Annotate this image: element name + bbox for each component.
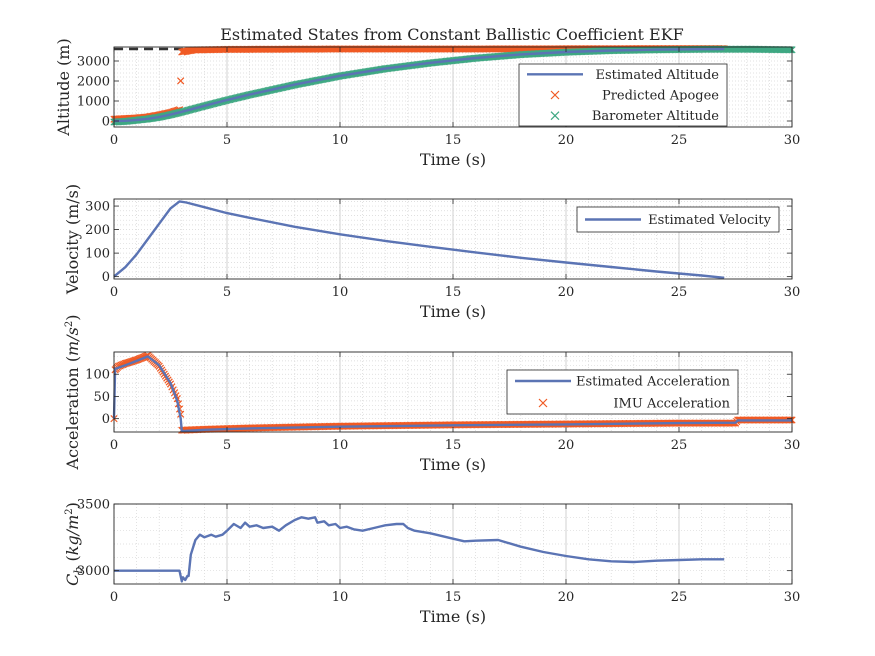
y-tick-label: 0 [102,270,110,285]
x-tick-label: 25 [671,438,688,453]
x-tick-label: 15 [445,133,462,148]
y-axis-label: Acceleration (m/s2) [63,315,82,471]
series-line [112,355,792,433]
series-ballistic-coefficient [114,516,725,583]
x-tick-label: 10 [332,590,349,605]
x-tick-label: 15 [445,438,462,453]
y-tick-label: 100 [85,247,110,262]
y-axis-label: Altitude (m) [54,38,73,136]
y-axis-label-subscript: b [72,567,85,574]
legend: Estimated Altitude Predicted Apogee Barome… [518,63,728,127]
series-line [113,47,725,123]
x-tick-label: 20 [558,133,575,148]
legend-entry: Barometer Altitude [592,109,719,124]
x-tick-label: 5 [223,285,231,300]
x-tick-label: 25 [671,590,688,605]
legend-swatch-marker [550,111,560,121]
x-axis-label: Time (s) [420,607,486,626]
legend-entry: Predicted Apogee [602,89,719,104]
legend-swatch-marker [550,90,560,100]
x-tick-label: 0 [110,133,118,148]
legend: Estimated Velocity [576,206,780,233]
x-tick-label: 25 [671,285,688,300]
y-tick-label: 1000 [77,95,110,110]
x-axis-label: Time (s) [420,455,486,474]
y-axis-label-exponent: 2 [64,321,75,327]
x-tick-label: 30 [784,285,801,300]
chart-title: Estimated States from Constant Ballistic… [220,25,684,44]
legend-entry: Estimated Acceleration [576,375,731,390]
y-axis-label-symbol: C [63,574,82,586]
x-tick-label: 5 [223,590,231,605]
y-tick-label: 200 [85,223,110,238]
x-tick-label: 0 [110,590,118,605]
series-line [113,200,725,279]
x-tick-label: 5 [223,438,231,453]
x-tick-label: 5 [223,133,231,148]
y-tick-label: 100 [85,368,110,383]
y-tick-label: 50 [93,390,110,405]
y-axis-label-close: ) [63,502,82,508]
legend-entry: Estimated Velocity [648,213,772,228]
x-tick-label: 25 [671,133,688,148]
grid-lines [114,503,792,585]
y-axis-label-exponent: 2 [64,508,75,514]
series-estimated-altitude [113,47,725,123]
y-axis-label-sep: ( [63,555,82,566]
x-tick-label: 30 [784,133,801,148]
x-tick-label: 0 [110,438,118,453]
x-axis-label: Time (s) [420,150,486,169]
y-tick-label: 3000 [77,55,110,70]
y-axis-label: Cb (kg/m2) [63,502,85,586]
legend-entry: Estimated Altitude [595,68,719,83]
series-estimated-velocity [113,200,725,279]
x-tick-label: 10 [332,438,349,453]
x-tick-label: 10 [332,285,349,300]
y-axis-label-quantity: Acceleration ( [63,356,82,471]
x-tick-label: 20 [558,590,575,605]
subplot-ballistic-coefficient: 0 5 10 15 20 25 30 3000 3500 Time (s) Cb (kg/m2) [63,498,800,627]
x-tick-label: 15 [445,590,462,605]
y-tick-label: 0 [102,115,110,130]
y-tick-label: 0 [102,412,110,427]
x-tick-label: 15 [445,285,462,300]
series-line [114,516,725,583]
x-tick-label: 20 [558,285,575,300]
legend-box [506,369,739,415]
series-marker [787,46,795,54]
series-marker [785,46,793,54]
x-tick-label: 30 [784,590,801,605]
y-axis-label: Velocity (m/s) [63,184,82,295]
series-estimated-acceleration [112,355,792,433]
y-tick-label: 300 [85,200,110,215]
y-axis-label-close: ) [63,315,82,321]
y-tick-label: 2000 [77,75,110,90]
subplot-altitude: 0 5 10 15 20 25 30 0 1000 2000 3000 Time (s) Altitud… [54,38,800,169]
x-tick-label: 10 [332,133,349,148]
subplot-acceleration: 0 5 10 15 20 25 30 0 50 100 Time (s) Acceleration (… [63,315,800,474]
y-axis-label-unit: m/s [63,327,82,356]
y-tick-label: 3000 [77,564,110,579]
legend-swatch-marker [538,398,548,408]
y-axis-label-unit: kg/m [63,515,82,556]
x-tick-label: 30 [784,438,801,453]
x-axis-label: Time (s) [420,302,486,321]
legend: Estimated Acceleration IMU Acceleration [506,369,739,415]
legend-entry: IMU Acceleration [613,397,730,412]
x-tick-label: 20 [558,438,575,453]
y-tick-label: 3500 [77,498,110,513]
x-tick-label: 0 [110,285,118,300]
series-marker [177,77,185,85]
